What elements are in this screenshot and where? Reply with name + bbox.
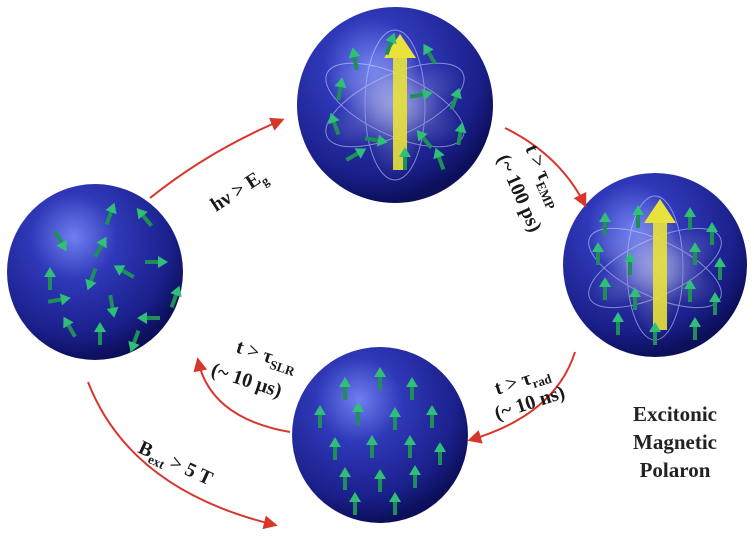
spin-arrow-icon	[334, 77, 347, 101]
spin-arrow-icon	[349, 492, 361, 515]
spin-arrow-icon	[44, 267, 56, 290]
spin-arrow-icon	[345, 148, 367, 162]
spin-arrow-icon	[339, 377, 351, 400]
spin-arrow-icon	[389, 492, 401, 515]
excitation-label: hν > Eg	[207, 164, 272, 219]
spin-arrow-icon	[592, 242, 604, 265]
sphere-forming	[297, 7, 493, 203]
spin-arrow-icon	[632, 205, 644, 228]
spin-arrow-icon	[406, 377, 418, 400]
spin-arrow-icon	[433, 147, 446, 171]
spin-arrow-icon	[113, 265, 135, 279]
caption-line-3: Polaron	[639, 458, 711, 482]
spin-arrow-icon	[374, 469, 386, 492]
excitation-arrow	[149, 117, 285, 199]
giant-moment-arrow-icon	[644, 199, 676, 330]
spin-arrow-icon	[454, 122, 467, 146]
spin-arrow-icon	[364, 134, 388, 147]
spin-arrow-icon	[709, 292, 721, 315]
spin-arrow-icon	[63, 316, 77, 338]
spin-arrow-icon	[145, 256, 168, 268]
rad-arrow	[467, 351, 576, 444]
spin-arrow-icon	[612, 312, 624, 335]
spin-arrow-icon	[389, 407, 401, 430]
rad-label: t > τrad	[492, 361, 554, 403]
spin-arrow-icon	[706, 222, 718, 245]
spin-arrow-icon	[136, 208, 153, 227]
caption-excitonic-magnetic-polaron: Excitonic Magnetic Polaron	[600, 400, 750, 484]
spin-arrow-icon	[106, 294, 119, 318]
sphere-random	[7, 184, 183, 360]
spin-arrow-icon	[599, 277, 611, 300]
spin-arrow-icon	[348, 47, 361, 71]
spin-arrow-icon	[53, 230, 67, 252]
spin-arrow-icon	[93, 236, 107, 258]
spin-arrow-icon	[684, 207, 696, 230]
emp-arrow	[504, 127, 587, 208]
spin-arrow-icon	[409, 88, 433, 101]
spin-arrow-icon	[399, 147, 411, 170]
spin-arrow-icon	[128, 329, 141, 353]
spin-arrows-random	[44, 202, 182, 353]
spin-arrow-icon	[366, 435, 378, 458]
spin-arrows-forming	[328, 32, 467, 171]
spin-arrow-icon	[426, 405, 438, 428]
spin-arrow-icon	[449, 87, 462, 111]
slr-arrow	[193, 357, 291, 433]
spin-arrow-icon	[328, 112, 341, 136]
spin-arrow-icon	[434, 442, 446, 465]
sphere-polaron	[563, 173, 747, 357]
spin-arrows-aligned	[314, 367, 446, 515]
spin-arrow-icon	[689, 317, 701, 340]
spin-arrow-icon	[314, 405, 326, 428]
spin-arrow-icon	[684, 279, 696, 302]
spin-arrow-icon	[404, 435, 416, 458]
spin-arrow-icon	[714, 257, 726, 280]
spin-arrow-icon	[384, 32, 397, 56]
spin-arrow-icon	[47, 293, 71, 306]
sphere-aligned	[292, 347, 468, 523]
spin-arrow-icon	[339, 467, 351, 490]
spin-arrow-icon	[169, 285, 182, 309]
spin-arrow-icon	[624, 252, 636, 275]
caption-line-2: Magnetic	[633, 430, 717, 454]
spin-arrow-icon	[416, 130, 433, 149]
spin-arrow-icon	[423, 43, 437, 65]
spin-arrow-icon	[374, 367, 386, 390]
spin-arrow-icon	[352, 402, 364, 425]
caption-line-1: Excitonic	[633, 402, 717, 426]
spin-arrow-icon	[104, 202, 117, 226]
spin-arrow-icon	[689, 242, 701, 265]
spin-arrows-polaron	[592, 205, 726, 345]
field-arrow	[87, 381, 278, 530]
spin-arrow-icon	[599, 212, 611, 235]
spin-arrow-icon	[629, 287, 641, 310]
spin-arrow-icon	[649, 322, 661, 345]
spin-arrow-icon	[329, 437, 341, 460]
giant-moment-arrow-icon	[384, 34, 416, 170]
spin-arrow-icon	[94, 322, 106, 345]
spin-arrow-icon	[85, 267, 98, 291]
spin-arrow-icon	[409, 465, 421, 488]
spin-arrow-icon	[137, 312, 160, 324]
